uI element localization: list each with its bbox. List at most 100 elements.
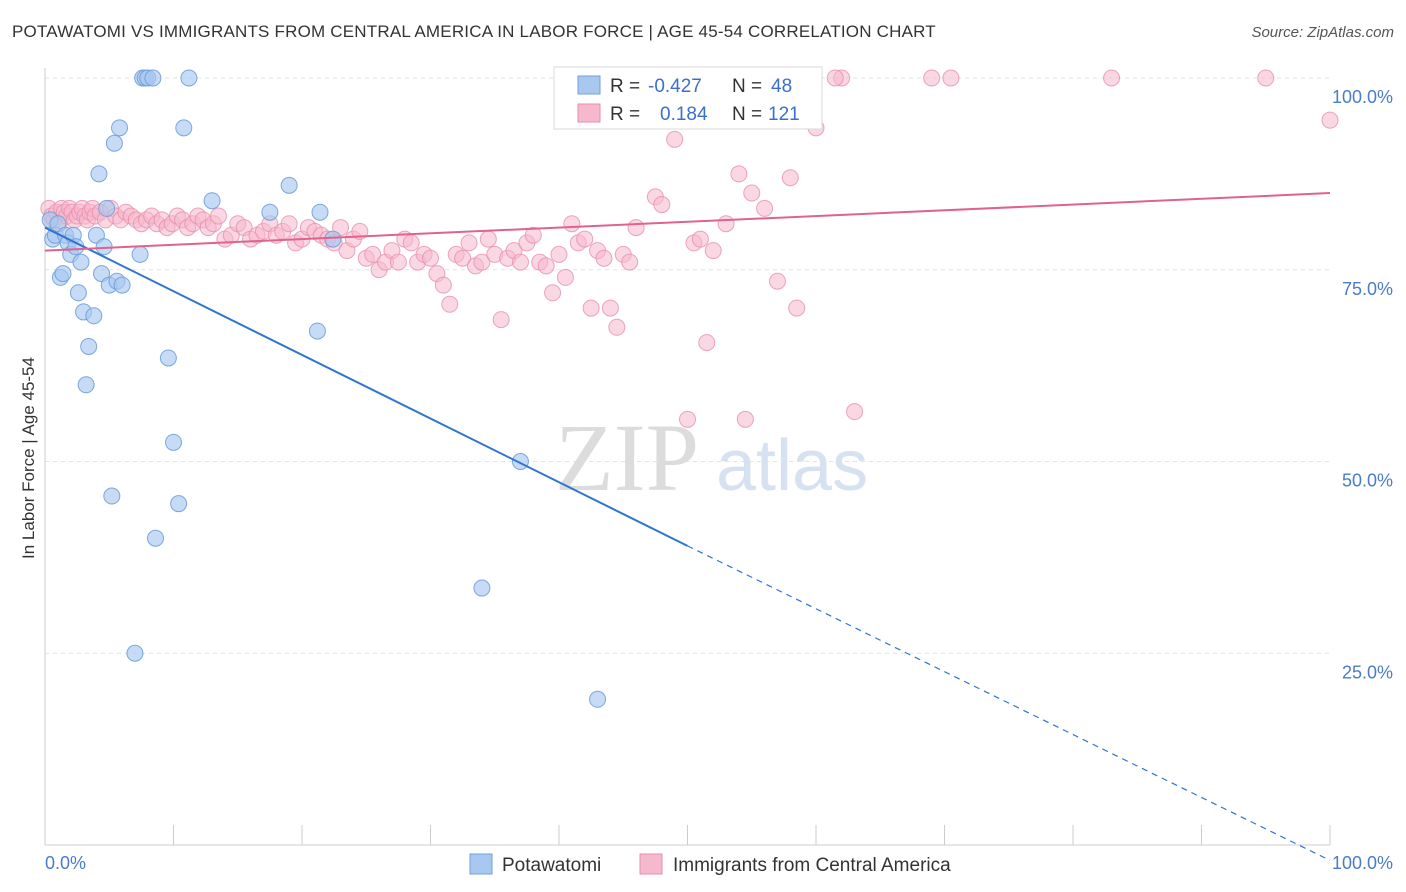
immigrants-point: [756, 199, 774, 217]
immigrants-point: [788, 299, 806, 317]
y-tick-label: 25.0%: [1342, 662, 1393, 682]
immigrants-point: [492, 311, 510, 329]
immigrants-point: [717, 215, 735, 233]
immigrants-point: [511, 253, 529, 271]
potawatomi-trend-extension: [687, 545, 1331, 861]
watermark-zip: ZIP: [555, 404, 699, 511]
legend-swatch-immigrants: [577, 103, 601, 123]
immigrants-point: [524, 226, 542, 244]
legend-r-value-immigrants: 0.184: [660, 104, 708, 125]
immigrants-point: [846, 403, 864, 421]
immigrants-point: [704, 242, 722, 260]
legend-n-label-potawatomi: N =: [732, 76, 762, 97]
immigrants-point: [537, 257, 555, 275]
potawatomi-point: [144, 69, 162, 87]
immigrants-point: [422, 249, 439, 267]
potawatomi-point: [589, 690, 607, 708]
immigrants-point: [550, 245, 568, 263]
bottom-legend-potawatomi: Potawatomi: [502, 855, 601, 876]
immigrants-point: [582, 299, 600, 317]
potawatomi-point: [54, 265, 72, 283]
immigrants-point: [389, 253, 407, 271]
immigrants-trend-line: [44, 192, 1331, 252]
immigrants-point: [364, 245, 382, 263]
immigrants-point: [691, 230, 709, 248]
potawatomi-point: [311, 203, 329, 221]
immigrants-point: [460, 234, 478, 252]
legend-r-value-potawatomi: -0.427: [648, 76, 702, 97]
potawatomi-point: [308, 322, 326, 340]
potawatomi-point: [165, 433, 182, 451]
immigrants-point: [666, 130, 684, 148]
immigrants-point: [679, 410, 696, 428]
potawatomi-point: [175, 119, 193, 137]
immigrants-point: [576, 230, 594, 248]
potawatomi-point: [203, 192, 221, 210]
immigrants-point: [402, 234, 420, 252]
immigrants-point: [595, 249, 613, 267]
potawatomi-point: [280, 176, 298, 194]
series-legend: Potawatomi Immigrants from Central Ameri…: [469, 853, 951, 876]
potawatomi-point: [69, 284, 87, 302]
chart-title: POTAWATOMI VS IMMIGRANTS FROM CENTRAL AM…: [12, 22, 936, 41]
potawatomi-point: [159, 349, 177, 367]
immigrants-point: [942, 69, 960, 87]
potawatomi-point: [77, 376, 95, 394]
legend-swatch-potawatomi: [577, 75, 601, 95]
legend-r-label-immigrants: R =: [610, 104, 640, 125]
immigrants-points: [40, 69, 1339, 428]
potawatomi-point: [511, 453, 529, 470]
bottom-legend-swatch-immigrants: [639, 853, 663, 875]
potawatomi-point: [111, 119, 129, 137]
y-tick-label: 50.0%: [1342, 471, 1393, 491]
stats-legend: R = -0.427 N = 48 R = 0.184 N = 121: [553, 66, 823, 130]
immigrants-point: [768, 272, 786, 290]
immigrants-point: [563, 215, 581, 233]
grid-lines: [45, 77, 1330, 654]
axes: [44, 68, 1331, 846]
potawatomi-point: [105, 134, 123, 152]
potawatomi-point: [131, 245, 149, 263]
y-axis-title: In Labor Force | Age 45-54: [19, 357, 38, 559]
potawatomi-point: [85, 307, 103, 325]
potawatomi-point: [261, 203, 279, 221]
x-tick-labels: 0.0% 100.0%: [45, 853, 1393, 873]
potawatomi-trend-line: [44, 226, 688, 547]
potawatomi-point: [126, 644, 144, 662]
potawatomi-point: [170, 495, 188, 513]
immigrants-point: [653, 196, 671, 214]
y-tick-label: 100.0%: [1332, 87, 1393, 107]
potawatomi-point: [80, 337, 98, 355]
trend-lines: [44, 192, 1331, 861]
immigrants-point: [209, 207, 227, 225]
immigrants-point: [479, 230, 497, 248]
immigrants-point: [781, 169, 799, 187]
immigrants-point: [1103, 69, 1121, 87]
immigrants-point: [280, 215, 298, 233]
immigrants-point: [743, 184, 761, 202]
immigrants-point: [736, 410, 754, 428]
potawatomi-points: [41, 69, 607, 708]
y-tick-label: 75.0%: [1342, 279, 1393, 299]
potawatomi-point: [180, 69, 198, 87]
source-credit: Source: ZipAtlas.com: [1251, 24, 1394, 41]
legend-n-value-potawatomi: 48: [771, 76, 792, 97]
legend-n-label-immigrants: N =: [732, 104, 762, 125]
immigrants-point: [454, 249, 472, 267]
potawatomi-point: [90, 165, 108, 183]
immigrants-point: [923, 69, 941, 87]
watermark-atlas: atlas: [716, 426, 868, 506]
potawatomi-point: [98, 199, 116, 217]
immigrants-point: [556, 268, 574, 286]
immigrants-point: [826, 69, 844, 87]
potawatomi-point: [72, 253, 90, 271]
immigrants-point: [1257, 69, 1275, 87]
bottom-legend-swatch-potawatomi: [469, 853, 493, 875]
immigrants-point: [730, 165, 748, 183]
immigrants-point: [441, 295, 459, 313]
immigrants-point: [1321, 111, 1339, 129]
potawatomi-point: [147, 529, 165, 547]
immigrants-point: [434, 276, 452, 294]
immigrants-point: [698, 334, 716, 352]
